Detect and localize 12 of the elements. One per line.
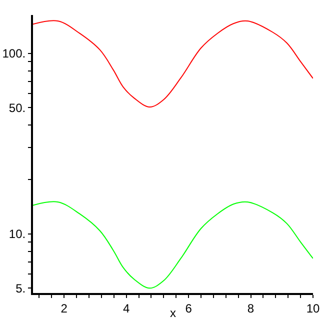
- x-tick-label: 4: [122, 301, 130, 316]
- x-tick-label: 8: [247, 301, 254, 316]
- x-axis-title: x: [170, 306, 176, 320]
- x-tick-label: 6: [185, 301, 192, 316]
- x-tick-label: 10: [306, 301, 320, 316]
- y-tick-label: 50.: [8, 100, 26, 115]
- y-tick-label: 10.: [8, 227, 26, 242]
- line-series: [33, 20, 313, 108]
- x-tick-label: 2: [60, 301, 68, 316]
- y-tick-label: 5.: [16, 281, 26, 296]
- line-series: [33, 201, 313, 289]
- y-tick-label: 100.: [2, 46, 26, 60]
